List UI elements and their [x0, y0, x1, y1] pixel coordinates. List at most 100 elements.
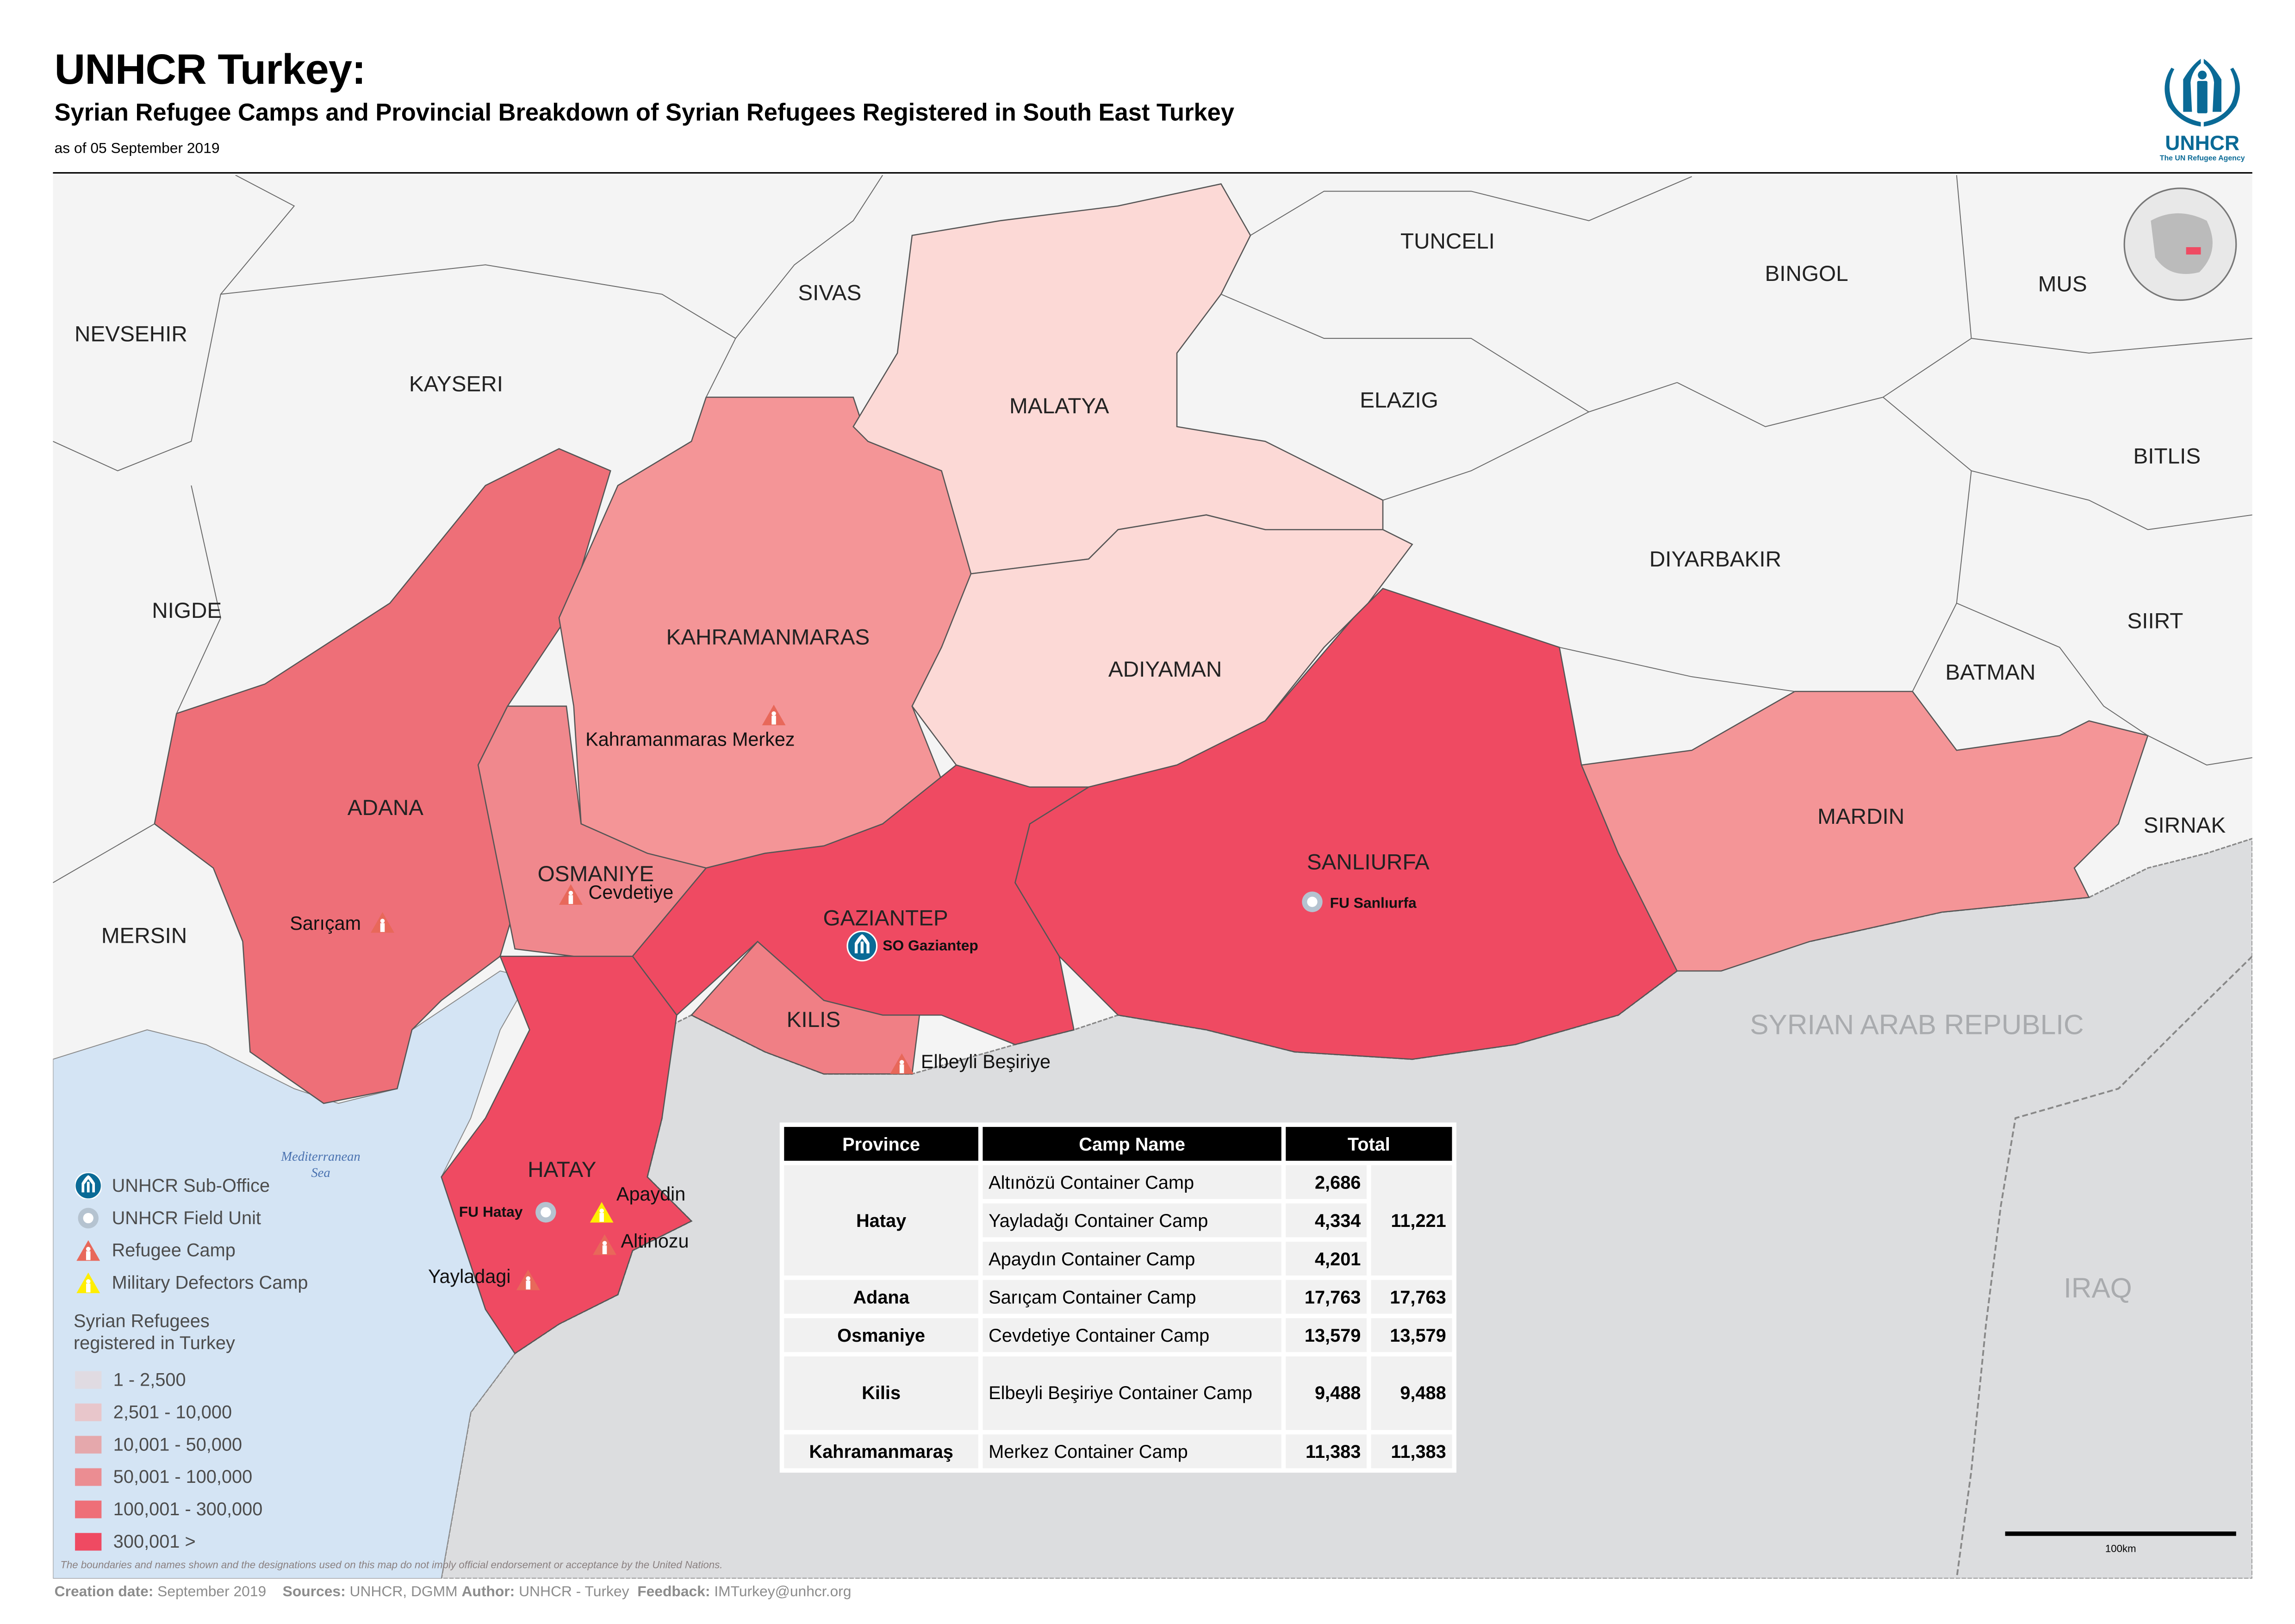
camp-label-cevdetiye: Cevdetiye: [589, 882, 674, 903]
label-mus: MUS: [2038, 272, 2087, 296]
scale-bar: 100km: [2005, 1531, 2236, 1555]
province-hatay: [441, 955, 693, 1355]
feedback-email[interactable]: IMTurkey@unhcr.org: [714, 1584, 852, 1601]
author-label: Author:: [461, 1584, 515, 1601]
svg-text:The UN Refugee Agency: The UN Refugee Agency: [2160, 154, 2245, 162]
table-row: Kilis Elbeyli Beşiriye Container Camp 9,48…: [784, 1356, 1452, 1430]
legend-title-line1: Syrian Refugees: [73, 1311, 210, 1332]
label-siirt: SIIRT: [2127, 609, 2183, 633]
svg-text:UNHCR: UNHCR: [2165, 132, 2239, 155]
label-sirnak: SIRNAK: [2144, 813, 2226, 838]
unhcr-sub-office-icon[interactable]: [846, 930, 878, 962]
legend-label: Military Defectors Camp: [112, 1272, 308, 1294]
camp-count-cell: 13,579: [1286, 1318, 1367, 1352]
label-tunceli: TUNCELI: [1400, 229, 1495, 254]
legend-label: UNHCR Sub-Office: [112, 1175, 270, 1196]
legend-class: 10,001 - 50,000: [74, 1429, 427, 1461]
label-mersin: MERSIN: [101, 924, 187, 948]
province-adiyaman: [911, 514, 1413, 788]
table-row: Adana Sarıçam Container Camp 17,763 17,763: [784, 1280, 1452, 1314]
camp-count-cell: 9,488: [1286, 1356, 1367, 1430]
province-cell: Kilis: [784, 1356, 978, 1430]
legend-title-line2: registered in Turkey: [73, 1332, 235, 1354]
camp-name-cell: Elbeyli Beşiriye Container Camp: [983, 1356, 1281, 1430]
province-total-cell: 9,488: [1371, 1356, 1452, 1430]
feedback-label: Feedback:: [637, 1584, 710, 1601]
label-bingol: BINGOL: [1765, 261, 1848, 286]
camp-name-cell: Sarıçam Container Camp: [983, 1280, 1281, 1314]
legend-swatch: [75, 1533, 102, 1551]
scale-bar-label: 100km: [2105, 1544, 2136, 1555]
legend-class: 300,001 >: [74, 1525, 427, 1558]
field-unit-icon[interactable]: [1302, 891, 1323, 912]
legend-item: UNHCR Sub-Office: [74, 1170, 427, 1202]
label-sanliurfa: SANLIURFA: [1307, 850, 1430, 875]
province-cell: Osmaniye: [784, 1318, 978, 1352]
field-unit-icon[interactable]: [535, 1202, 556, 1223]
legend-class-label: 100,001 - 300,000: [113, 1499, 263, 1520]
camp-label-kahramanmaras: Kahramanmaras Merkez: [585, 729, 795, 750]
column-header-total: Total: [1286, 1126, 1452, 1161]
creation-label: Creation date:: [54, 1584, 154, 1601]
legend-class-label: 50,001 - 100,000: [113, 1467, 253, 1487]
as-of-date: as of 05 September 2019: [54, 141, 220, 158]
legend-class-label: 1 - 2,500: [113, 1369, 186, 1390]
legend-label: UNHCR Field Unit: [112, 1207, 261, 1229]
label-nevsehir: NEVSEHIR: [75, 322, 187, 346]
legend-swatch: [75, 1371, 102, 1389]
province-total-cell: 11,383: [1371, 1434, 1452, 1468]
camp-label-yayladagi: Yayladagi: [428, 1266, 510, 1287]
province-total-cell: 17,763: [1371, 1280, 1452, 1314]
table-row: Apaydın Container Camp 4,201: [784, 1241, 1452, 1276]
footer: Creation date: September 2019 Sources: U…: [55, 1585, 852, 1601]
label-syria: SYRIAN ARAB REPUBLIC: [1750, 1009, 2084, 1040]
military-defectors-camp-icon: [76, 1272, 100, 1294]
globe-landmass: [2151, 213, 2213, 274]
label-kahramanmaras: KAHRAMANMARAS: [666, 625, 870, 649]
office-label-fu-hatay: FU Hatay: [459, 1203, 523, 1220]
camp-name-cell: Apaydın Container Camp: [983, 1241, 1281, 1276]
legend-class-label: 300,001 >: [113, 1531, 196, 1552]
legend-swatch: [75, 1500, 102, 1518]
label-gaziantep: GAZIANTEP: [823, 906, 948, 930]
legend-item: UNHCR Field Unit: [74, 1202, 427, 1234]
map-legend: UNHCR Sub-Office UNHCR Field Unit Refuge…: [74, 1170, 427, 1558]
province-total-cell: 13,579: [1371, 1318, 1452, 1352]
column-header-province: Province: [784, 1126, 978, 1161]
camp-label-elbeyli: Elbeyli Beşiriye: [921, 1051, 1051, 1072]
legend-swatch: [75, 1403, 102, 1421]
label-bitlis: BITLIS: [2133, 444, 2201, 468]
table-row: Osmaniye Cevdetiye Container Camp 13,579 13…: [784, 1318, 1452, 1352]
camp-label-saricam: Sarıçam: [290, 913, 361, 934]
province-total-cell: 11,221: [1371, 1165, 1452, 1276]
legend-swatch: [75, 1436, 102, 1454]
label-malatya: MALATYA: [1009, 394, 1109, 418]
province-cell: Adana: [784, 1280, 978, 1314]
camp-count-cell: 4,334: [1286, 1203, 1367, 1238]
page-subtitle: Syrian Refugee Camps and Provincial Brea…: [54, 100, 1235, 127]
label-sea-line2: Sea: [311, 1166, 330, 1180]
province-mardin: [1580, 691, 2149, 972]
label-kilis: KILIS: [787, 1008, 841, 1032]
camp-name-cell: Merkez Container Camp: [983, 1434, 1281, 1468]
label-nigde: NIGDE: [152, 598, 222, 623]
label-diyarbakir: DIYARBAKIR: [1649, 547, 1781, 572]
sources-label: Sources:: [282, 1584, 346, 1601]
label-adana: ADANA: [348, 796, 423, 820]
camp-count-cell: 4,201: [1286, 1241, 1367, 1276]
camp-name-cell: Cevdetiye Container Camp: [983, 1318, 1281, 1352]
label-sivas: SIVAS: [798, 280, 861, 305]
legend-class-label: 2,501 - 10,000: [113, 1402, 232, 1423]
label-elazig: ELAZIG: [1360, 388, 1438, 413]
label-sea-line1: Mediterranean: [280, 1150, 361, 1164]
camps-table: Province Camp Name Total Hatay Altınözü C…: [779, 1122, 1457, 1473]
camp-count-cell: 2,686: [1286, 1165, 1367, 1199]
province-cell: Kahramanmaraş: [784, 1434, 978, 1468]
legend-item: Refugee Camp: [74, 1234, 427, 1267]
table-row: Kahramanmaraş Merkez Container Camp 11,383…: [784, 1434, 1452, 1468]
label-hatay: HATAY: [528, 1157, 596, 1182]
unhcr-logo: UNHCR The UN Refugee Agency: [2160, 59, 2245, 162]
legend-choropleth-title: Syrian Refugees registered in Turkey: [74, 1311, 427, 1355]
camp-count-cell: 17,763: [1286, 1280, 1367, 1314]
